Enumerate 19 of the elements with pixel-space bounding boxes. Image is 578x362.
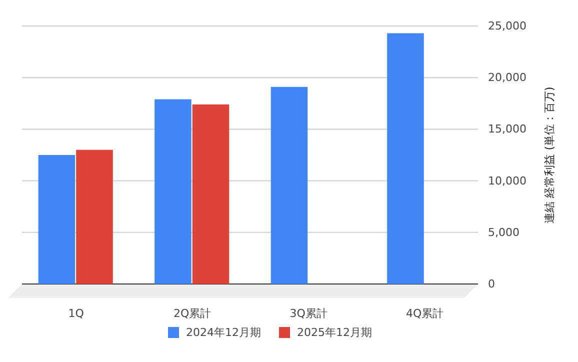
- y-tick-label: 20,000: [488, 71, 526, 84]
- y-axis-title: 連結 経常利益 (単位：百万): [543, 86, 556, 224]
- y-tick-label: 15,000: [488, 122, 526, 136]
- y-tick-label: 5,000: [488, 226, 520, 239]
- bar: [192, 104, 230, 284]
- y-tick-label: 25,000: [488, 20, 526, 33]
- bar: [154, 99, 192, 284]
- x-tick-label: 3Q累計: [290, 307, 328, 320]
- bar: [38, 155, 76, 284]
- x-tick-label: 4Q累計: [406, 307, 444, 320]
- y-tick-label: 0: [488, 278, 495, 291]
- bar: [387, 33, 424, 284]
- bar: [76, 150, 113, 284]
- x-tick-label: 2Q累計: [174, 307, 212, 320]
- bar: [270, 86, 308, 284]
- x-tick-label: 1Q: [68, 307, 84, 320]
- legend-label: 2025年12月期: [297, 326, 372, 339]
- legend-label: 2024年12月期: [186, 326, 261, 339]
- y-tick-label: 10,000: [488, 174, 526, 188]
